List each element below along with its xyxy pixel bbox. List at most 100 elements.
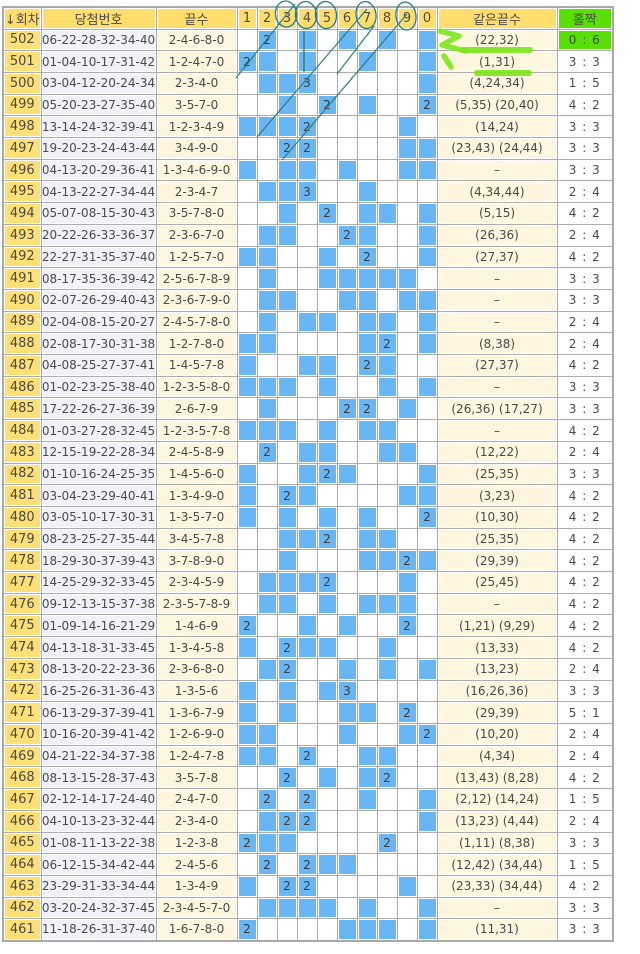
digit-grid-cell-7: [356, 592, 378, 616]
digit-grid-cell-5: [316, 28, 338, 52]
odd-even-cell: 3 : 3: [556, 267, 614, 290]
winning-numbers-cell: 02-08-17-30-31-38: [40, 332, 157, 356]
digit-grid-cell-6: [336, 158, 358, 182]
odd-even-cell: 1 : 5: [556, 853, 614, 876]
digit-grid-cell-6: [336, 310, 358, 334]
digit-grid-cell-8: [376, 679, 398, 703]
odd-even-cell: 2 : 4: [556, 744, 614, 768]
digit-grid-cell-3: [276, 158, 298, 182]
digit-grid-cell-6: [336, 527, 358, 551]
odd-even-cell: 3 : 3: [556, 50, 614, 73]
digit-grid-cell-3: [276, 788, 298, 811]
digit-grid-cell-5: [316, 375, 338, 399]
same-digits-cell: (10,30): [436, 505, 558, 529]
digit-grid-cell-3: [276, 71, 298, 95]
digit-grid-cell-9: [396, 657, 418, 681]
odd-even-cell: 5 : 1: [556, 701, 614, 724]
digit-grid-cell-0: [416, 440, 438, 464]
winning-numbers-cell: 23-29-31-33-34-44: [40, 874, 157, 898]
digit-grid-cell-3: [276, 50, 298, 73]
digit-grid-cell-3: 2: [276, 137, 298, 160]
digit-grid-cell-9: [396, 874, 418, 898]
last-digits-cell: 1-2-4-7-8: [155, 744, 238, 768]
last-digits-cell: 1-3-4-9-0: [155, 484, 238, 507]
digit-grid-cell-7: [356, 332, 378, 356]
digit-grid-cell-6: [336, 245, 358, 269]
digit-grid-cell-4: [296, 614, 318, 638]
digit-grid-cell-1: [236, 484, 258, 507]
digit-grid-cell-1: [236, 701, 258, 724]
digit-grid-cell-0: [416, 484, 438, 507]
winning-numbers-cell: 16-25-26-31-36-43: [40, 679, 157, 703]
digit-grid-cell-1: [236, 332, 258, 356]
winning-numbers-cell: 19-20-23-24-43-44: [40, 137, 157, 160]
same-digits-cell: (13,23) (4,44): [436, 809, 558, 833]
round-cell: 466: [2, 809, 42, 833]
digit-grid-cell-8: [376, 50, 398, 73]
winning-numbers-cell: 01-02-23-25-38-40: [40, 375, 157, 399]
digit-grid-cell-8: [376, 788, 398, 811]
digit-grid-cell-7: [356, 375, 378, 399]
same-digits-cell: (25,45): [436, 571, 558, 594]
round-cell: 494: [2, 202, 42, 225]
round-cell: 472: [2, 679, 42, 703]
last-digits-cell: 3-5-7-8: [155, 766, 238, 790]
header-digit-2: 2: [256, 6, 278, 30]
digit-grid-cell-5: [316, 115, 338, 139]
digit-grid-cell-1: [236, 354, 258, 377]
digit-grid-cell-6: [336, 614, 358, 638]
odd-even-cell: 3 : 3: [556, 158, 614, 182]
digit-grid-cell-5: [316, 766, 338, 790]
digit-grid-cell-8: [376, 440, 398, 464]
digit-grid-cell-0: [416, 288, 438, 312]
digit-grid-cell-3: [276, 332, 298, 356]
digit-grid-cell-0: [416, 158, 438, 182]
digit-grid-cell-0: [416, 744, 438, 768]
digit-grid-cell-0: 2: [416, 505, 438, 529]
digit-grid-cell-3: [276, 918, 298, 942]
same-digits-cell: (4,34): [436, 744, 558, 768]
digit-grid-cell-8: [376, 180, 398, 204]
digit-grid-cell-7: [356, 896, 378, 920]
table-body: 502 06-22-28-32-34-40 2-4-6-8-0 2 (22,32…: [2, 28, 614, 942]
digit-grid-cell-8: [376, 701, 398, 724]
odd-even-cell: 3 : 3: [556, 679, 614, 703]
digit-grid-cell-3: [276, 375, 298, 399]
header-digit-9: 9: [396, 6, 418, 30]
round-cell: 481: [2, 484, 42, 507]
winning-numbers-cell: 02-12-14-17-24-40: [40, 788, 157, 811]
digit-grid-cell-4: [296, 50, 318, 73]
digit-grid-cell-0: [416, 636, 438, 659]
digit-grid-cell-3: [276, 267, 298, 290]
digit-grid-cell-9: 2: [396, 701, 418, 724]
round-cell: 469: [2, 744, 42, 768]
winning-numbers-cell: 01-03-27-28-32-45: [40, 419, 157, 442]
same-digits-cell: (29,39): [436, 701, 558, 724]
digit-grid-cell-2: [256, 71, 278, 95]
digit-grid-cell-4: 3: [296, 71, 318, 95]
digit-grid-cell-2: [256, 223, 278, 247]
round-cell: 470: [2, 723, 42, 746]
odd-even-cell: 3 : 3: [556, 397, 614, 421]
digit-grid-cell-1: [236, 71, 258, 95]
digit-grid-cell-2: [256, 202, 278, 225]
digit-grid-cell-2: [256, 592, 278, 616]
round-cell: 476: [2, 592, 42, 616]
digit-grid-cell-6: [336, 549, 358, 573]
digit-grid-cell-2: [256, 310, 278, 334]
digit-grid-cell-8: [376, 614, 398, 638]
digit-grid-cell-5: [316, 874, 338, 898]
digit-grid-cell-3: [276, 853, 298, 876]
digit-grid-cell-4: [296, 462, 318, 486]
digit-grid-cell-8: [376, 484, 398, 507]
header-round-sort[interactable]: ↓회차: [2, 6, 42, 30]
digit-grid-cell-0: [416, 679, 438, 703]
digit-grid-cell-0: [416, 71, 438, 95]
digit-grid-cell-7: [356, 50, 378, 73]
digit-grid-cell-7: 2: [356, 245, 378, 269]
last-digits-cell: 2-4-7-0: [155, 788, 238, 811]
winning-numbers-cell: 01-10-16-24-25-35: [40, 462, 157, 486]
same-digits-cell: (22,32): [436, 28, 558, 52]
same-digits-cell: (27,37): [436, 245, 558, 269]
last-digits-cell: 2-3-5-7-8-9: [155, 592, 238, 616]
